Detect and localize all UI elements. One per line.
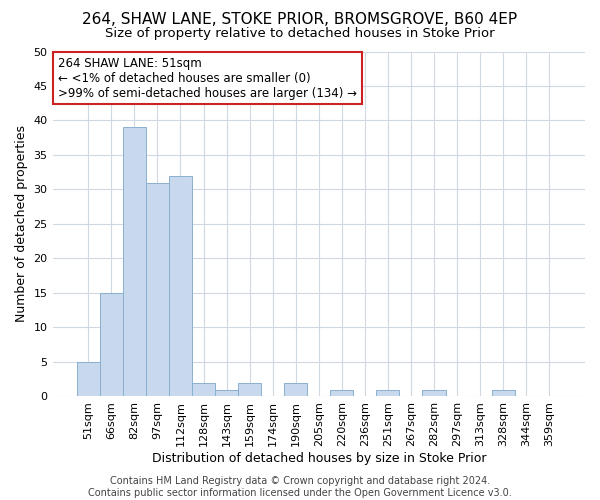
X-axis label: Distribution of detached houses by size in Stoke Prior: Distribution of detached houses by size … xyxy=(152,452,486,465)
Bar xyxy=(215,390,238,396)
Text: 264 SHAW LANE: 51sqm
← <1% of detached houses are smaller (0)
>99% of semi-detac: 264 SHAW LANE: 51sqm ← <1% of detached h… xyxy=(58,56,357,100)
Bar xyxy=(169,176,192,396)
Text: Size of property relative to detached houses in Stoke Prior: Size of property relative to detached ho… xyxy=(105,28,495,40)
Bar xyxy=(123,128,146,396)
Bar xyxy=(192,382,215,396)
Bar xyxy=(284,382,307,396)
Bar xyxy=(376,390,400,396)
Text: Contains HM Land Registry data © Crown copyright and database right 2024.
Contai: Contains HM Land Registry data © Crown c… xyxy=(88,476,512,498)
Bar xyxy=(238,382,261,396)
Bar xyxy=(146,182,169,396)
Bar xyxy=(422,390,446,396)
Bar xyxy=(77,362,100,396)
Bar xyxy=(100,293,123,397)
Text: 264, SHAW LANE, STOKE PRIOR, BROMSGROVE, B60 4EP: 264, SHAW LANE, STOKE PRIOR, BROMSGROVE,… xyxy=(82,12,518,28)
Bar xyxy=(491,390,515,396)
Bar xyxy=(330,390,353,396)
Y-axis label: Number of detached properties: Number of detached properties xyxy=(15,126,28,322)
